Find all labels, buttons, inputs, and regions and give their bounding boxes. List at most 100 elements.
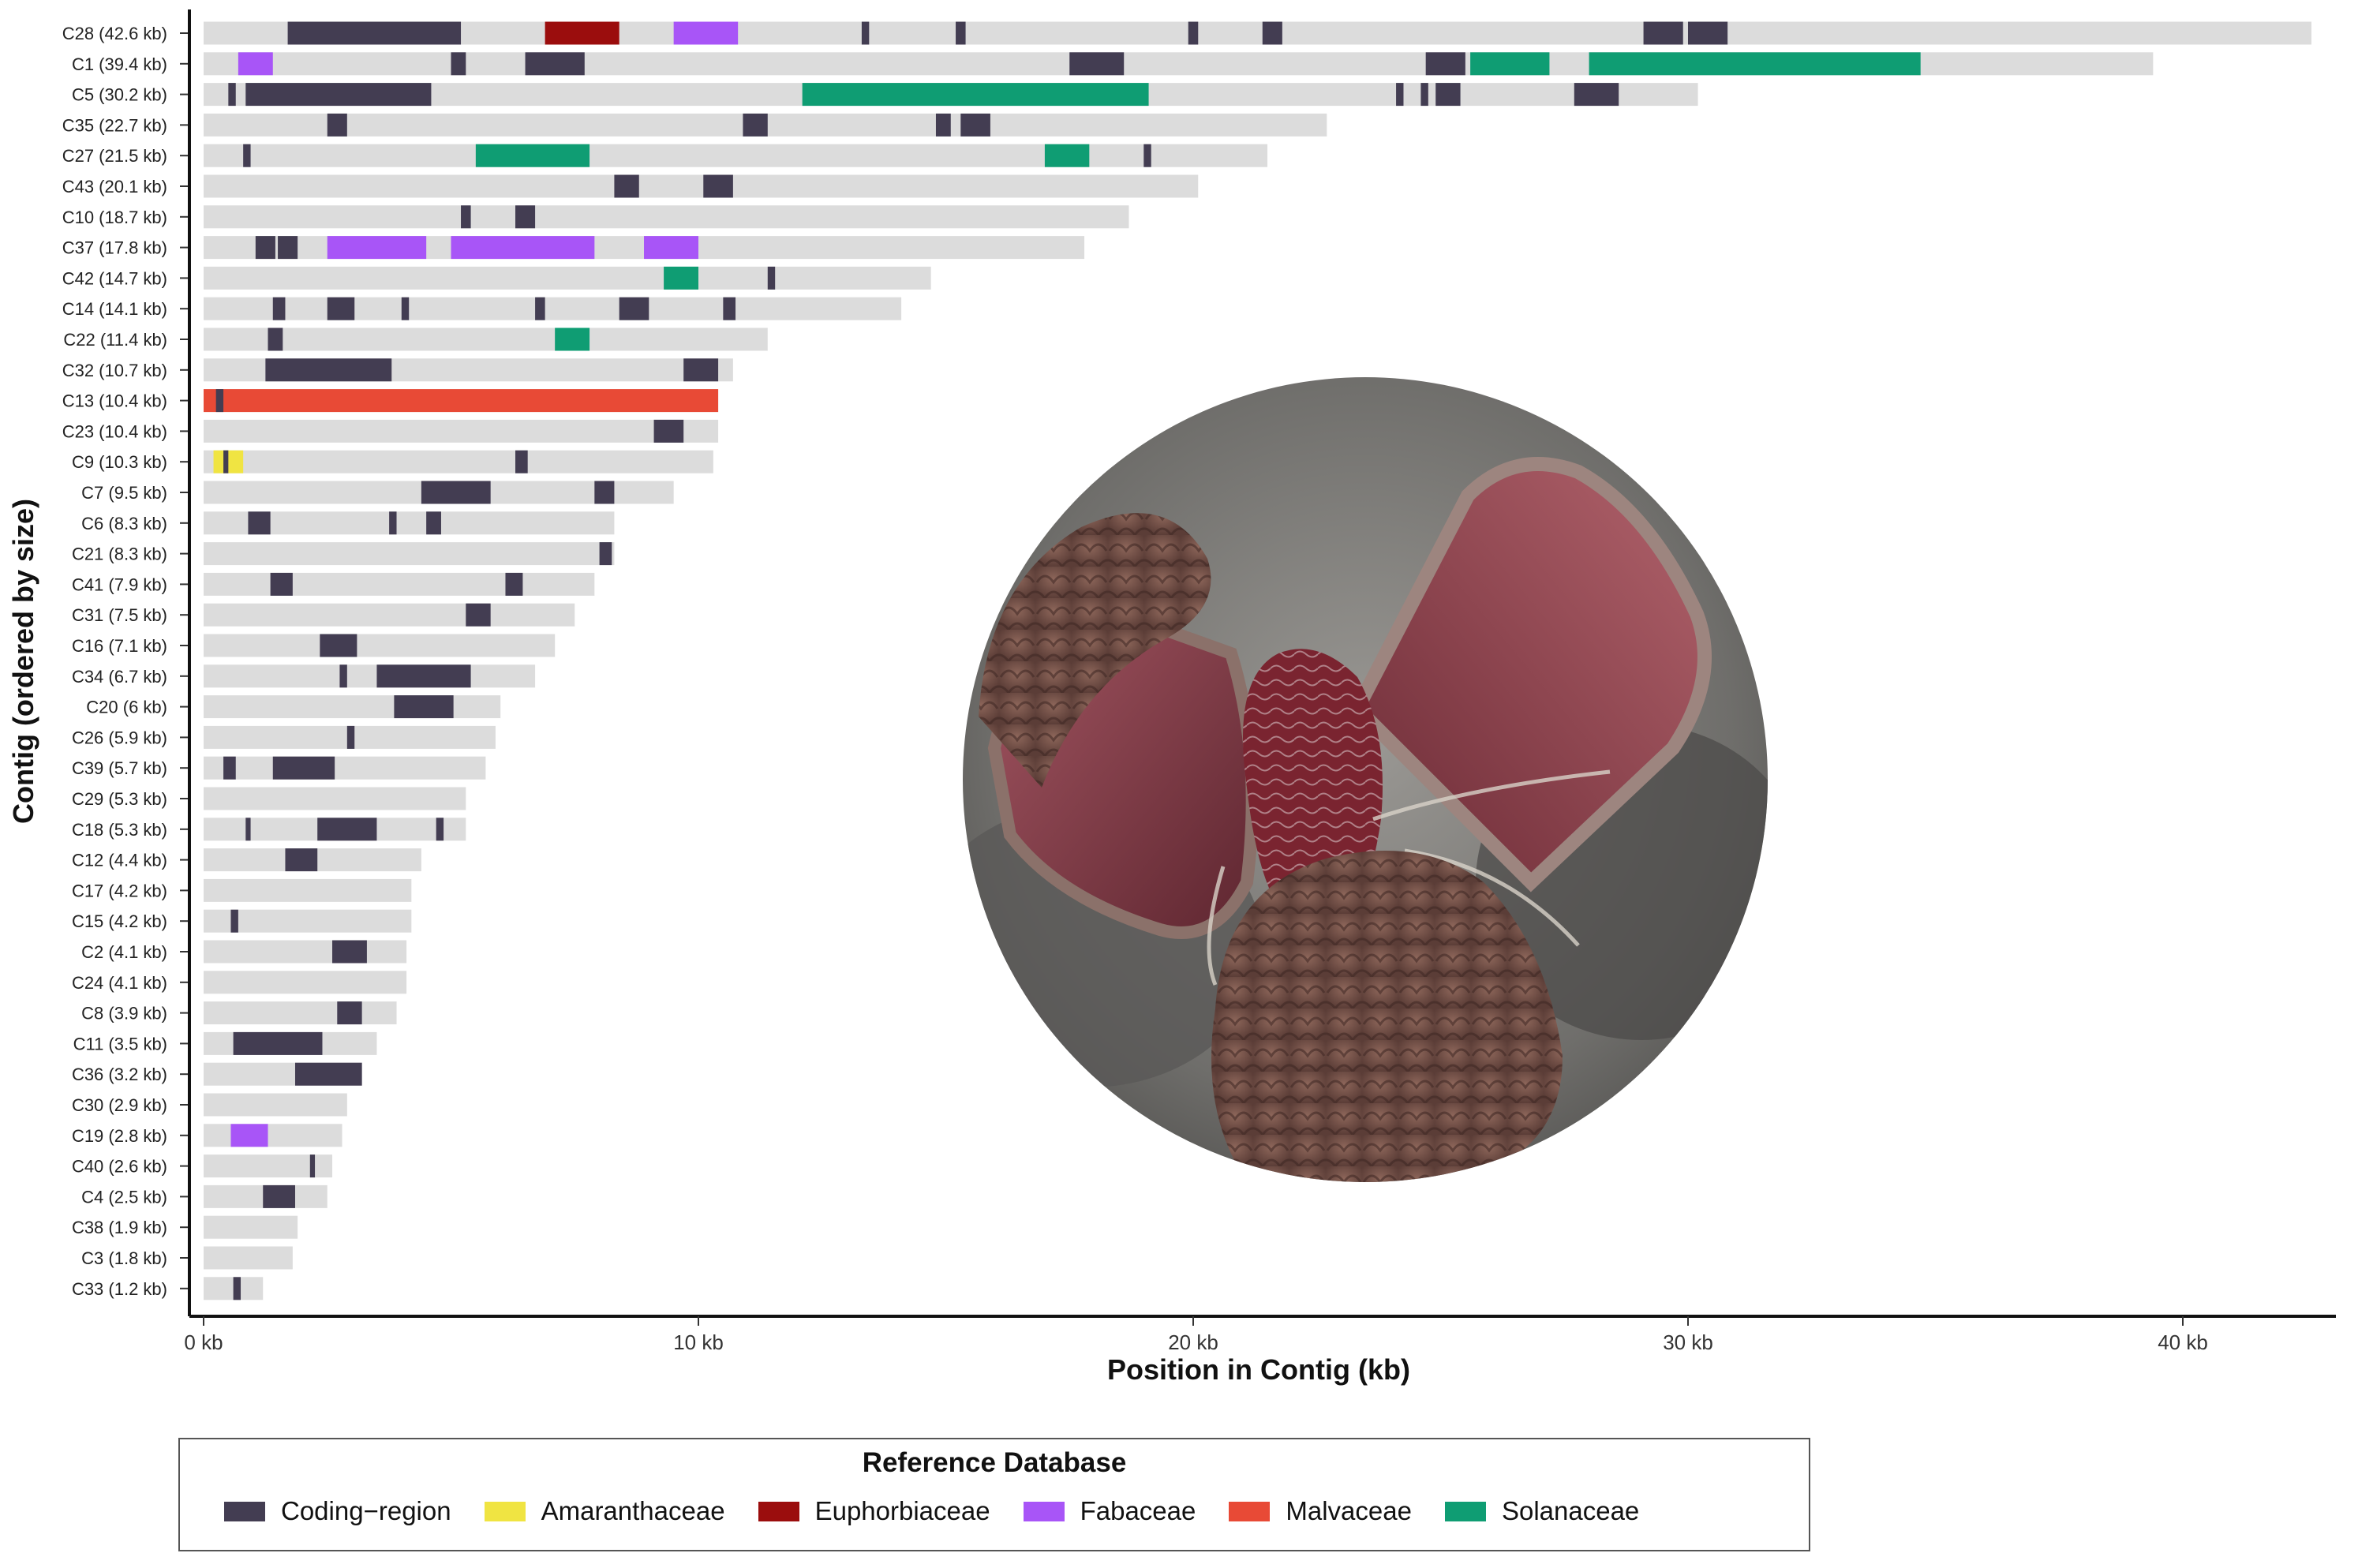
contig-label: C1 (39.4 kb) — [72, 54, 167, 74]
segment-coding-region — [272, 756, 335, 780]
legend-label: Malvaceae — [1286, 1496, 1412, 1525]
contig-label: C17 (4.2 kb) — [72, 881, 167, 900]
segment-coding-region — [619, 297, 649, 320]
contig-row — [204, 205, 1129, 229]
segment-coding-region — [230, 909, 238, 933]
contig-row — [204, 297, 902, 320]
contig-bar — [204, 542, 615, 566]
contig-label: C21 (8.3 kb) — [72, 544, 167, 564]
segment-fabaceae — [673, 21, 739, 45]
segment-coding-region — [215, 389, 224, 413]
contig-bar — [204, 511, 615, 535]
segment-coding-region — [466, 603, 491, 627]
contig-bar — [204, 1093, 347, 1117]
contig-label: C37 (17.8 kb) — [62, 238, 167, 258]
segment-coding-region — [1262, 21, 1282, 45]
contig-label: C43 (20.1 kb) — [62, 177, 167, 196]
contig-row — [204, 511, 615, 535]
segment-coding-region — [451, 52, 466, 76]
segment-coding-region — [376, 664, 471, 688]
y-axis-title: Contig (ordered by size) — [7, 499, 39, 824]
contig-label: C30 (2.9 kb) — [72, 1095, 167, 1115]
x-axis-title: Position in Contig (kb) — [1107, 1353, 1410, 1386]
segment-coding-region — [233, 1031, 323, 1055]
contig-row — [204, 878, 412, 902]
contig-label: C31 (7.5 kb) — [72, 605, 167, 625]
segment-coding-region — [337, 1001, 362, 1025]
contig-row — [204, 144, 1268, 167]
segment-coding-region — [1688, 21, 1728, 45]
legend: Reference Database Coding−region Amaranth… — [178, 1438, 1810, 1551]
segment-coding-region — [287, 21, 462, 45]
segment-coding-region — [436, 818, 444, 841]
contig-row — [204, 664, 536, 688]
contig-label: C32 (10.7 kb) — [62, 361, 167, 380]
segment-coding-region — [1143, 144, 1151, 167]
contig-bar — [204, 450, 713, 473]
segment-coding-region — [683, 358, 719, 382]
segment-coding-region — [309, 1154, 316, 1178]
segment-coding-region — [339, 664, 347, 688]
contig-row — [204, 113, 1327, 137]
contig-label: C15 (4.2 kb) — [72, 911, 167, 931]
segment-coding-region — [327, 113, 347, 137]
segment-coding-region — [294, 1062, 362, 1086]
contig-row — [204, 848, 421, 872]
contig-row — [204, 1277, 264, 1300]
segment-coding-region — [332, 940, 367, 964]
contig-label: C10 (18.7 kb) — [62, 208, 167, 227]
segment-fabaceae — [644, 236, 698, 260]
contig-row — [204, 787, 466, 810]
contig-row — [204, 971, 407, 994]
contig-bar — [204, 940, 407, 964]
segment-euphorbiaceae — [545, 21, 619, 45]
contig-bar — [204, 1001, 397, 1025]
contig-row — [204, 572, 595, 596]
legend-label: Coding−region — [281, 1496, 451, 1525]
contig-label: C8 (3.9 kb) — [81, 1004, 167, 1024]
contig-bar — [204, 664, 536, 688]
segment-coding-region — [505, 572, 523, 596]
contig-bar — [204, 1246, 293, 1270]
segment-coding-region — [935, 113, 951, 137]
segment-coding-region — [1396, 83, 1404, 107]
segment-coding-region — [525, 52, 585, 76]
segment-coding-region — [1435, 83, 1461, 107]
segment-coding-region — [703, 174, 733, 198]
segment-coding-region — [653, 419, 684, 443]
contig-bar — [204, 1215, 298, 1239]
legend-label: Solanaceae — [1501, 1496, 1640, 1525]
contig-row — [204, 1154, 333, 1178]
segment-coding-region — [317, 818, 377, 841]
contig-row — [204, 389, 719, 413]
contig-row — [204, 1093, 347, 1117]
contig-row — [204, 83, 1698, 107]
contig-label: C11 (3.5 kb) — [73, 1034, 167, 1053]
segment-coding-region — [461, 205, 471, 229]
photo-capsule-right — [1348, 457, 1712, 893]
segment-solanaceae — [1589, 52, 1921, 76]
contig-label: C4 (2.5 kb) — [81, 1187, 167, 1207]
contig-labels: C28 (42.6 kb) C1 (39.4 kb) C5 (30.2 kb) C35… — [62, 24, 167, 1299]
legend-item: Fabaceae — [1023, 1496, 1196, 1526]
contig-bar — [204, 174, 1199, 198]
contig-row — [204, 266, 931, 290]
contig-row — [204, 818, 466, 841]
legend-item: Malvaceae — [1229, 1496, 1412, 1526]
segment-coding-region — [245, 818, 251, 841]
segment-coding-region — [243, 144, 251, 167]
contig-label: C42 (14.7 kb) — [62, 268, 167, 288]
contig-label: C40 (2.6 kb) — [72, 1157, 167, 1177]
segment-coding-region — [394, 695, 454, 719]
legend-swatch — [1444, 1501, 1486, 1521]
contig-label: C35 (22.7 kb) — [62, 115, 167, 135]
contig-bar — [204, 1124, 342, 1147]
segment-coding-region — [421, 481, 491, 504]
x-tick-label: 0 kb — [184, 1330, 223, 1354]
segment-coding-region — [389, 511, 397, 535]
segment-solanaceae — [475, 144, 590, 167]
segment-coding-region — [956, 21, 966, 45]
legend-swatch — [1023, 1501, 1065, 1521]
contig-row — [204, 236, 1085, 260]
